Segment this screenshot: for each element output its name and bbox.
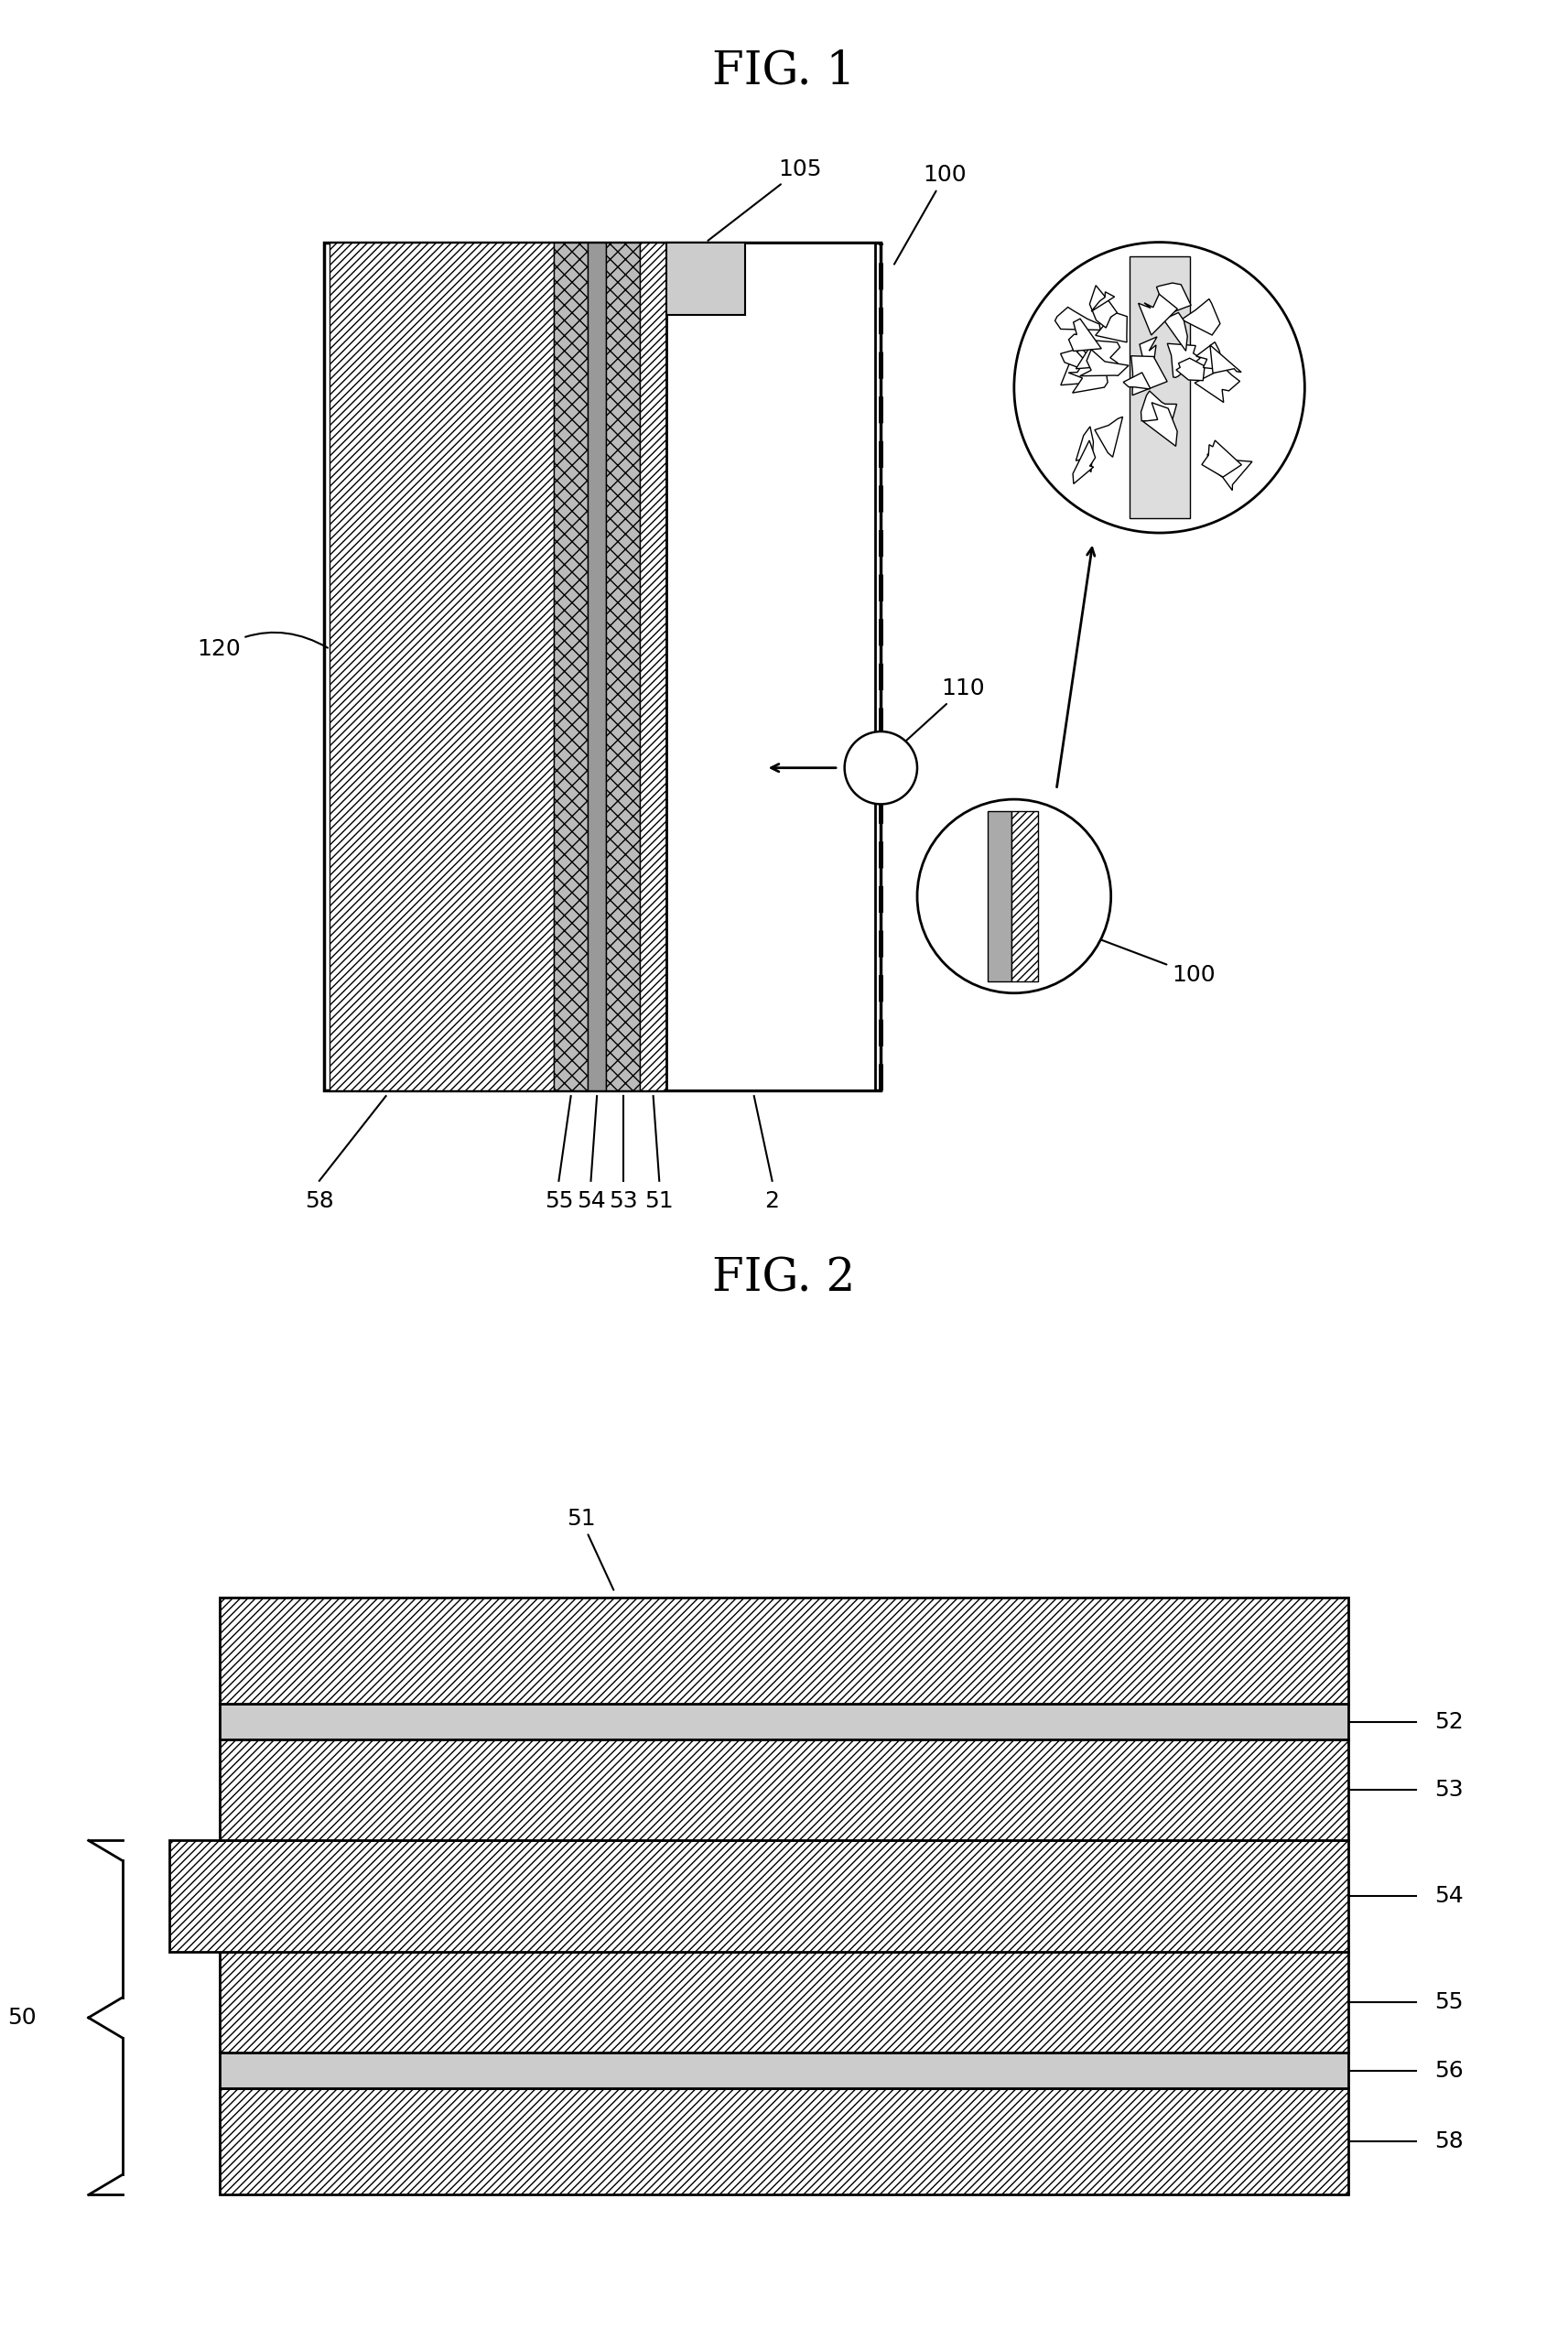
Text: 50: 50 — [8, 2008, 36, 2029]
Text: 58: 58 — [1435, 2131, 1465, 2152]
Polygon shape — [1073, 440, 1096, 484]
Polygon shape — [1094, 417, 1123, 456]
Text: 100: 100 — [894, 165, 967, 263]
Text: 53: 53 — [608, 1190, 638, 1213]
Bar — [220, 2052, 1348, 2089]
Polygon shape — [1157, 282, 1192, 317]
Text: 100: 100 — [1065, 927, 1215, 985]
Bar — [220, 2089, 1348, 2194]
Polygon shape — [1060, 347, 1104, 384]
Bar — [220, 1598, 1348, 1705]
Polygon shape — [1210, 345, 1242, 373]
Bar — [220, 1740, 1348, 1840]
Circle shape — [845, 731, 917, 804]
Bar — [169, 1840, 1348, 1952]
Polygon shape — [1167, 342, 1200, 377]
Bar — [554, 242, 588, 1090]
Polygon shape — [1131, 356, 1167, 396]
Text: FIG. 2: FIG. 2 — [712, 1255, 856, 1302]
Polygon shape — [1142, 391, 1176, 422]
Text: 2: 2 — [765, 1190, 779, 1213]
Text: 120: 120 — [196, 633, 328, 659]
Bar — [325, 242, 881, 1090]
Text: 55: 55 — [544, 1190, 574, 1213]
Text: 53: 53 — [1435, 1779, 1463, 1800]
Text: FIG. 1: FIG. 1 — [712, 49, 856, 93]
Polygon shape — [1182, 298, 1220, 335]
Bar — [220, 1952, 1348, 2052]
Bar — [1129, 256, 1190, 519]
Polygon shape — [1162, 312, 1187, 352]
Text: 56: 56 — [1435, 2059, 1465, 2082]
Polygon shape — [1090, 286, 1118, 328]
Polygon shape — [1096, 312, 1127, 342]
Text: 58: 58 — [304, 1190, 334, 1213]
Polygon shape — [1196, 342, 1225, 370]
Text: 51: 51 — [566, 1507, 613, 1591]
Polygon shape — [1140, 338, 1159, 380]
Text: 55: 55 — [1435, 1991, 1463, 2015]
Polygon shape — [1060, 349, 1096, 373]
Bar — [640, 242, 666, 1090]
Polygon shape — [1069, 319, 1101, 352]
Polygon shape — [1138, 293, 1178, 335]
Text: 51: 51 — [644, 1190, 674, 1213]
Circle shape — [917, 799, 1112, 992]
Circle shape — [1014, 242, 1305, 533]
Polygon shape — [1076, 340, 1120, 368]
Bar — [588, 242, 605, 1090]
Bar — [666, 242, 875, 1090]
Polygon shape — [1091, 291, 1115, 312]
Text: 105: 105 — [707, 158, 822, 240]
Bar — [220, 1705, 1348, 1740]
Polygon shape — [1068, 359, 1107, 394]
Polygon shape — [1176, 359, 1204, 380]
Polygon shape — [1055, 307, 1101, 331]
Polygon shape — [1201, 440, 1242, 477]
Polygon shape — [1195, 368, 1240, 403]
Bar — [605, 242, 640, 1090]
Polygon shape — [1143, 403, 1178, 447]
Polygon shape — [1076, 426, 1093, 473]
Text: 54: 54 — [1435, 1886, 1465, 1907]
Polygon shape — [1080, 349, 1129, 375]
Polygon shape — [1207, 454, 1253, 491]
Bar — [1011, 810, 1038, 981]
Text: 52: 52 — [1435, 1712, 1465, 1733]
Text: 110: 110 — [889, 678, 985, 757]
Bar — [988, 810, 1011, 981]
Polygon shape — [1123, 373, 1149, 389]
Text: 54: 54 — [577, 1190, 605, 1213]
Bar — [666, 242, 745, 314]
Bar — [329, 242, 554, 1090]
